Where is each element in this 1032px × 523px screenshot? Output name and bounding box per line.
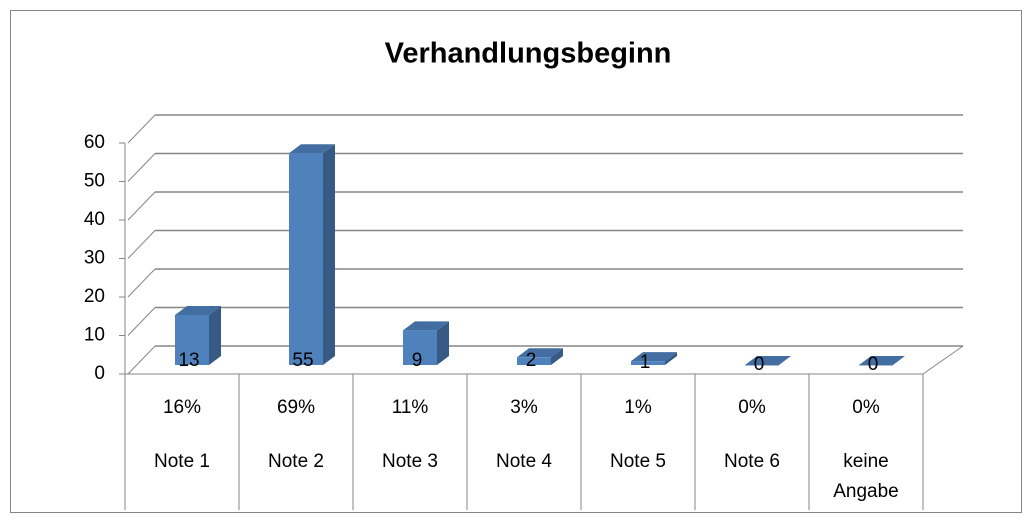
- grid-line: [127, 153, 156, 182]
- data-label: 55: [292, 350, 313, 371]
- bar-side: [437, 321, 449, 365]
- x-tick-label: Note 3: [382, 451, 438, 472]
- bar: [631, 361, 665, 365]
- bar-top: [745, 356, 791, 365]
- data-label: 0: [868, 354, 879, 375]
- y-tick-label: 0: [94, 363, 105, 384]
- x-tick-label: Note 1: [154, 451, 210, 472]
- x-tick-label: Note 6: [724, 451, 780, 472]
- bar: [289, 153, 323, 365]
- data-label: 1: [640, 352, 651, 373]
- share-label: 69%: [277, 397, 315, 418]
- grid-line: [127, 191, 156, 221]
- data-label: 0: [754, 354, 765, 375]
- data-label: 2: [526, 350, 537, 371]
- x-tick-label-line: Angabe: [833, 481, 899, 502]
- bar-top: [859, 356, 905, 365]
- bar: [517, 357, 551, 365]
- y-tick-label: 30: [84, 248, 105, 269]
- bar-top: [175, 305, 221, 315]
- y-tick-label: 20: [84, 286, 105, 307]
- share-label: 0%: [852, 397, 880, 418]
- bar-top: [517, 348, 563, 358]
- grid-line: [127, 307, 156, 336]
- floor-side: [922, 345, 964, 375]
- grid-line: [127, 345, 156, 375]
- x-tick-label-line: keine: [843, 451, 888, 472]
- x-tick-label: Note 4: [496, 451, 552, 472]
- bar: [745, 365, 779, 366]
- share-label: 3%: [510, 397, 538, 418]
- grid-line: [127, 230, 156, 259]
- bar-top: [403, 321, 449, 331]
- bar-side: [665, 352, 677, 365]
- share-label: 16%: [163, 397, 201, 418]
- bar: [859, 365, 893, 366]
- y-tick-label: 10: [84, 325, 105, 346]
- chart-title: Verhandlungsbeginn: [385, 38, 672, 70]
- data-label: 13: [178, 350, 199, 371]
- bar-top: [631, 352, 677, 362]
- bar: [175, 314, 209, 365]
- x-tick-label: Note 2: [268, 451, 324, 472]
- bar-side: [323, 144, 335, 365]
- share-label: 11%: [392, 397, 429, 418]
- chart-border: [10, 10, 1022, 513]
- y-tick-label: 50: [84, 171, 105, 192]
- share-label: 1%: [624, 397, 652, 418]
- bar: [403, 330, 437, 365]
- bar-top: [289, 144, 335, 154]
- x-tick-label: keine Angabe: [833, 451, 899, 502]
- grid-line: [127, 268, 156, 298]
- y-tick-label: 60: [84, 132, 105, 153]
- y-tick-label: 40: [84, 209, 105, 230]
- x-tick-label: Note 5: [610, 451, 666, 472]
- bar-side: [209, 305, 221, 365]
- share-label: 0%: [738, 397, 766, 418]
- bar-side: [551, 348, 563, 365]
- grid-line: [127, 114, 156, 144]
- data-label: 9: [412, 350, 423, 371]
